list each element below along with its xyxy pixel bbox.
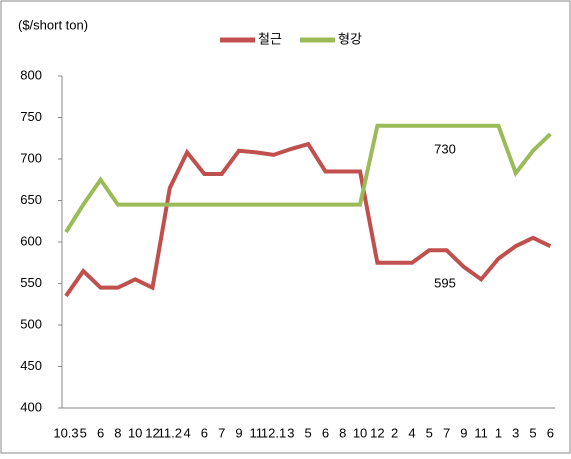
x-tick-label: 5 [529,425,536,440]
x-tick-label: 12 [145,425,159,440]
y-tick-label: 750 [20,109,42,124]
x-tick-label: 9 [460,425,467,440]
annotation: 730 [434,141,456,156]
x-tick-label: 1 [495,425,502,440]
x-tick-label: 10.3 [53,425,78,440]
x-tick-label: 3 [512,425,519,440]
x-tick-label: 7 [443,425,450,440]
x-tick-label: 2 [391,425,398,440]
x-tick-label: 11 [474,425,488,440]
x-tick-label: 11.2 [158,425,182,440]
x-tick-label: 7 [218,425,225,440]
y-tick-label: 400 [20,399,42,414]
x-tick-label: 8 [339,425,346,440]
y-tick-label: 600 [20,233,42,248]
y-tick-label: 650 [20,192,42,207]
y-tick-label: 700 [20,150,42,165]
series-line [64,123,552,234]
x-tick-label: 6 [201,425,208,440]
x-tick-label: 6 [322,425,329,440]
x-tick-label: 10 [128,425,142,440]
x-tick-label: 6 [547,425,554,440]
x-tick-label: 12 [370,425,384,440]
y-tick-label: 550 [20,275,42,290]
x-tick-label: 10 [353,425,367,440]
x-tick-label: 6 [97,425,104,440]
y-tick-label: 450 [20,358,42,373]
legend-label: 형강 [338,31,362,46]
x-tick-label: 5 [305,425,312,440]
x-tick-label: 5 [80,425,87,440]
x-tick-label: 4 [408,425,415,440]
x-tick-label: 9 [235,425,242,440]
y-tick-label: 800 [20,67,42,82]
x-tick-label: 11 [250,425,264,440]
y-tick-label: 500 [20,316,42,331]
annotation: 595 [434,275,456,290]
x-tick-label: 5 [426,425,433,440]
legend-label: 철근 [258,31,282,46]
x-tick-label: 12.1 [261,425,286,440]
x-tick-label: 8 [114,425,121,440]
x-tick-label: 4 [183,425,190,440]
y-axis-label: ($/short ton) [18,17,88,32]
x-tick-label: 3 [287,425,294,440]
series-line [64,141,552,298]
